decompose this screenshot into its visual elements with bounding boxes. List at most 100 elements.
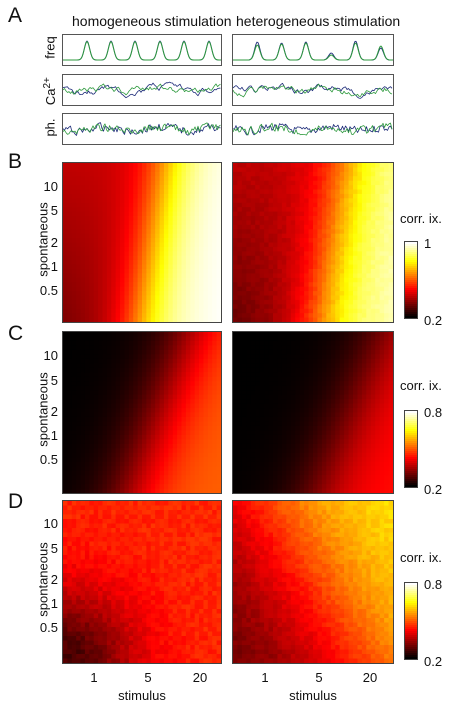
heatmap-cell bbox=[128, 233, 134, 239]
heatmap-cell bbox=[146, 211, 152, 217]
heatmap-cell bbox=[150, 291, 156, 297]
heatmap-cell bbox=[326, 211, 332, 217]
heatmap-cell bbox=[67, 403, 73, 409]
heatmap-cell bbox=[308, 416, 314, 423]
heatmap-cell bbox=[357, 363, 363, 369]
heatmap-cell bbox=[366, 255, 372, 261]
heatmap-cell bbox=[194, 317, 200, 322]
heatmap-cell bbox=[84, 479, 90, 485]
heatmap-cell bbox=[80, 224, 86, 230]
heatmap-cell bbox=[344, 299, 350, 305]
heatmap-cell bbox=[344, 282, 350, 288]
heatmap-cell bbox=[98, 189, 104, 195]
heatmap-cell bbox=[313, 367, 319, 373]
heatmap-cell bbox=[273, 242, 279, 248]
heatmap-cell bbox=[216, 291, 221, 297]
heatmap-cell bbox=[339, 233, 345, 239]
heatmap-cell bbox=[155, 198, 161, 204]
heatmap-cell bbox=[120, 416, 126, 423]
heatmap-cell bbox=[181, 416, 187, 423]
heatmap-cell bbox=[71, 457, 77, 463]
heatmap-cell bbox=[268, 434, 274, 440]
heatmap-cell bbox=[203, 381, 209, 387]
heatmap-cell bbox=[290, 295, 296, 301]
heatmap-cell bbox=[124, 484, 130, 490]
heatmap-cell bbox=[142, 399, 147, 405]
heatmap-cell bbox=[115, 434, 121, 440]
heatmap-cell bbox=[102, 381, 108, 387]
heatmap-cell bbox=[357, 264, 363, 270]
heatmap-cell bbox=[286, 229, 292, 235]
heatmap-cell bbox=[353, 242, 359, 248]
heatmap-cell bbox=[142, 224, 147, 230]
heatmap-cell bbox=[353, 255, 359, 261]
heatmap-cell bbox=[295, 466, 301, 472]
heatmap-cell bbox=[295, 488, 301, 493]
heatmap-cell bbox=[321, 185, 327, 191]
heatmap-cell bbox=[299, 246, 305, 252]
heatmap-cell bbox=[194, 363, 200, 369]
heatmap-cell bbox=[339, 286, 345, 292]
heatmap-cell bbox=[67, 345, 73, 351]
heatmap-cell bbox=[246, 340, 252, 347]
heatmap-cell bbox=[321, 246, 327, 252]
heatmap-cell bbox=[133, 229, 139, 235]
heatmap-cell bbox=[137, 242, 143, 248]
heatmap-cell bbox=[304, 171, 310, 177]
heatmap-cell bbox=[344, 408, 350, 414]
heatmap-cell bbox=[246, 193, 252, 199]
heatmap-cell bbox=[379, 167, 385, 173]
heatmap-cell bbox=[190, 286, 196, 292]
heatmap-cell bbox=[313, 425, 319, 431]
heatmap-cell bbox=[259, 238, 265, 244]
heatmap-cell bbox=[259, 304, 265, 310]
heatmap-cell bbox=[67, 363, 73, 369]
heatmap-cell bbox=[84, 220, 90, 226]
heatmap-cell bbox=[361, 345, 367, 351]
heatmap-cell bbox=[357, 430, 363, 436]
heatmap-cell bbox=[290, 461, 296, 467]
y-tick-d-2: 2 bbox=[50, 572, 58, 587]
heatmap-cell bbox=[102, 363, 108, 369]
heatmap-cell bbox=[375, 185, 381, 191]
heatmap-cell bbox=[185, 336, 191, 342]
heatmap-cell bbox=[111, 229, 117, 235]
heatmap-cell bbox=[181, 185, 187, 191]
heatmap-cell bbox=[335, 207, 341, 213]
heatmap-cell bbox=[111, 224, 117, 230]
heatmap-cell bbox=[142, 416, 147, 423]
heatmap-cell bbox=[207, 416, 213, 423]
heatmap-cell bbox=[194, 242, 200, 248]
heatmap-cell bbox=[241, 216, 247, 222]
heatmap-cell bbox=[159, 416, 165, 423]
heatmap-cell bbox=[142, 425, 147, 431]
heatmap-cell bbox=[357, 367, 363, 373]
heatmap-cell bbox=[84, 457, 90, 463]
heatmap-cell bbox=[326, 475, 332, 481]
heatmap-cell bbox=[80, 399, 86, 405]
heatmap-cell bbox=[98, 376, 104, 382]
heatmap-cell bbox=[84, 434, 90, 440]
heatmap-cell bbox=[67, 443, 73, 449]
heatmap-cell bbox=[203, 390, 209, 396]
heatmap-cell bbox=[212, 189, 218, 195]
heatmap-cell bbox=[330, 207, 336, 213]
y-tick-d-5: 5 bbox=[50, 541, 58, 556]
heatmap-cell bbox=[264, 376, 270, 382]
heatmap-cell bbox=[115, 185, 121, 191]
heatmap-cell bbox=[233, 193, 239, 199]
heatmap-cell bbox=[159, 354, 165, 360]
heatmap-cell bbox=[299, 224, 305, 230]
heatmap-cell bbox=[335, 345, 341, 351]
heatmap-cell bbox=[233, 317, 239, 322]
heatmap-cell bbox=[295, 207, 301, 213]
heatmap-cell bbox=[348, 484, 354, 490]
heatmap-cell bbox=[128, 363, 134, 369]
heatmap-cell bbox=[63, 479, 68, 485]
heatmap-cell bbox=[133, 216, 139, 222]
heatmap-cell bbox=[233, 470, 239, 476]
heatmap-cell bbox=[124, 354, 130, 360]
heatmap-cell bbox=[124, 367, 130, 373]
heatmap-cell bbox=[264, 167, 270, 173]
heatmap-cell bbox=[304, 216, 310, 222]
